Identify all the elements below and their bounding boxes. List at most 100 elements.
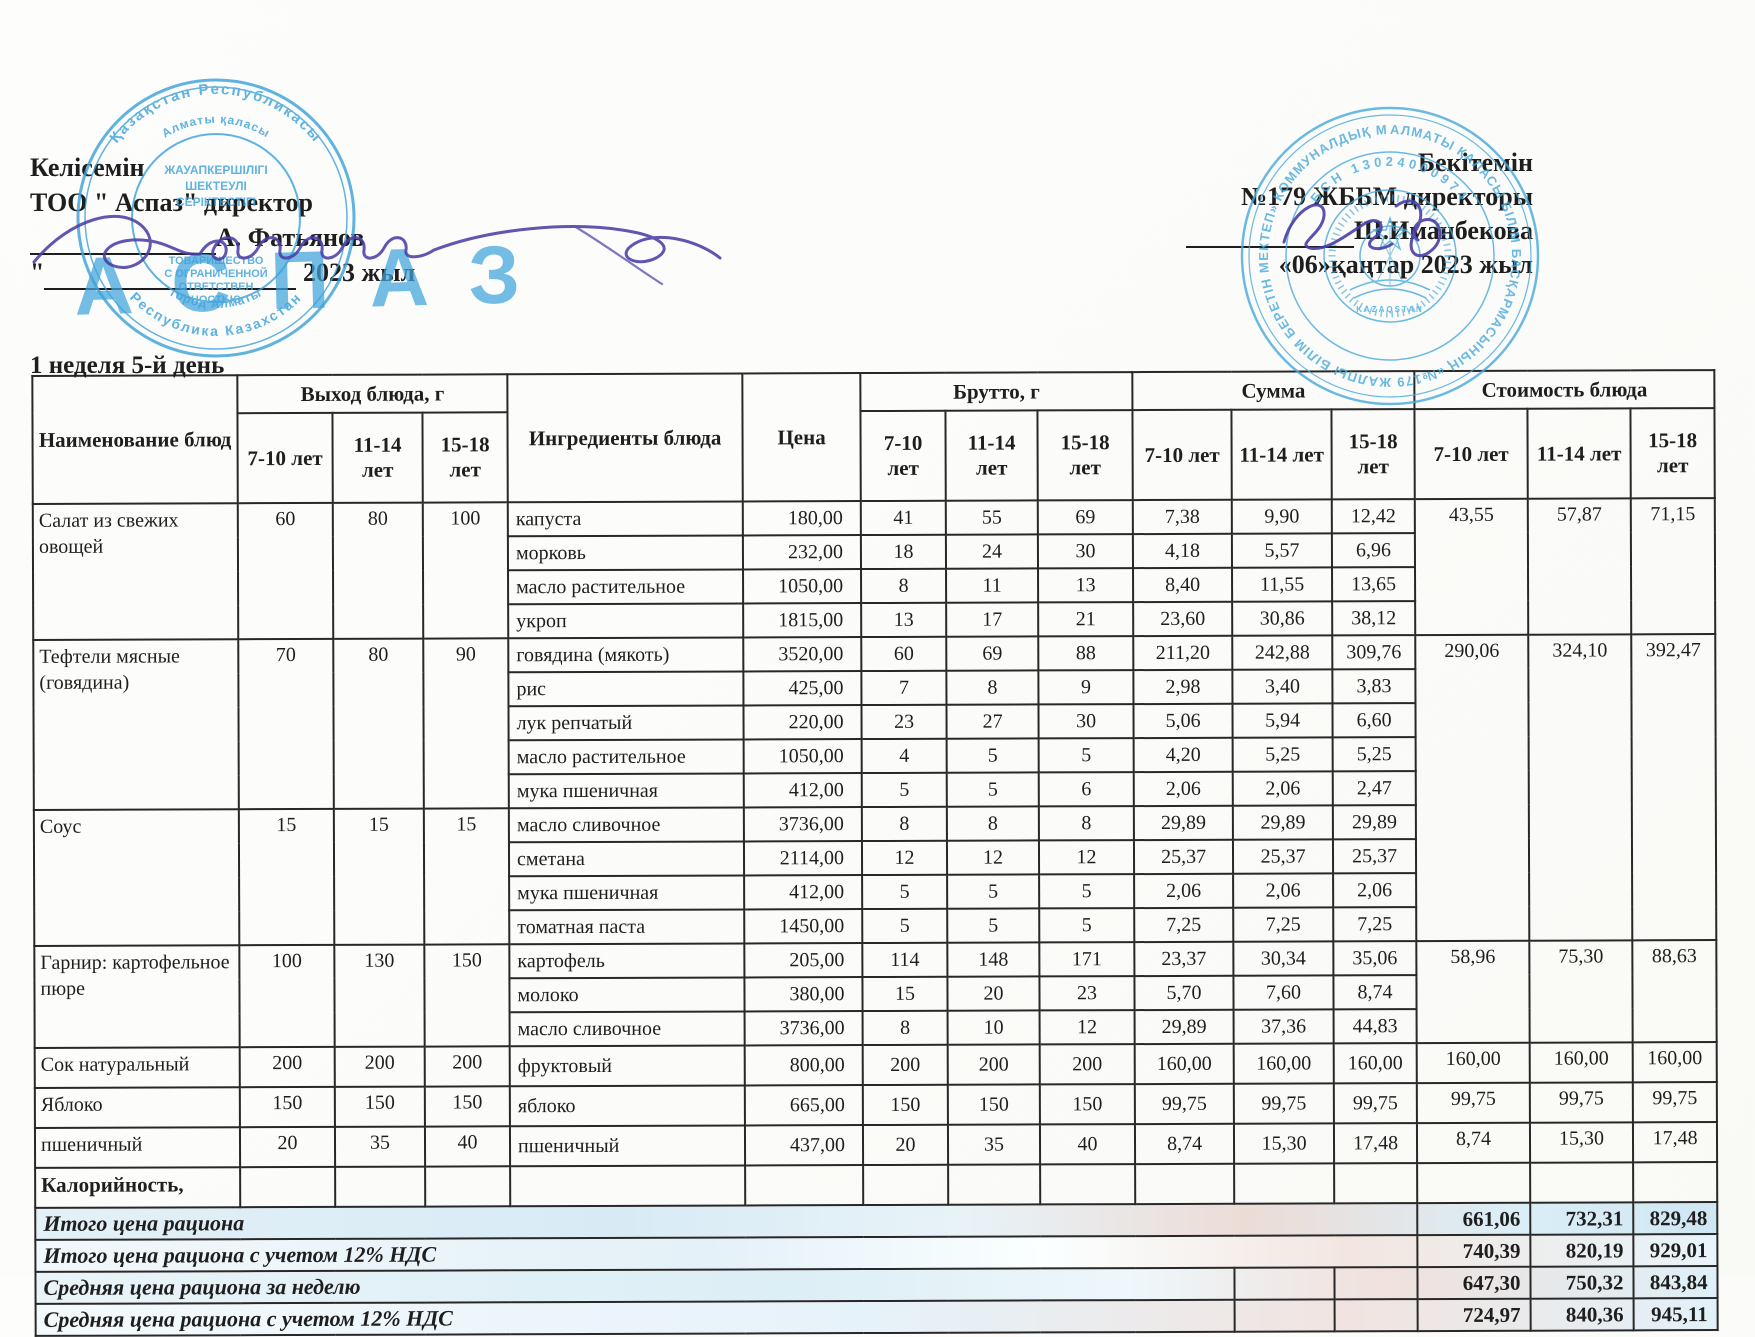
brutto-value: 69 (946, 636, 1039, 671)
sum-value: 160,00 (1134, 1043, 1234, 1085)
brutto-value: 27 (946, 704, 1039, 739)
sum-value: 6,60 (1332, 703, 1416, 738)
sum-value: 3,83 (1332, 669, 1416, 704)
summary-value: 929,01 (1633, 1234, 1718, 1267)
brutto-value: 12 (1039, 1010, 1135, 1045)
brutto-value (1040, 1164, 1136, 1205)
sum-value: 29,89 (1332, 805, 1416, 840)
sum-value: 2,06 (1133, 771, 1233, 807)
brutto-value: 114 (862, 942, 948, 978)
approval-block-right: Бекітемін №179 ЖББМ директоры Ш.Иманбеко… (1185, 146, 1533, 282)
sum-value: 309,76 (1332, 635, 1416, 670)
ingredient-name (510, 1165, 746, 1207)
col-header-age-3: 15-18 лет (422, 412, 508, 503)
dish-cost-value: 57,87 (1527, 498, 1632, 635)
output-value: 200 (334, 1046, 425, 1087)
sum-value: 23,37 (1134, 941, 1234, 977)
brutto-value: 5 (947, 908, 1040, 943)
aspaz-stamp: Қазақстан Республикасы Республика Казахс… (76, 78, 356, 358)
output-value: 150 (334, 1086, 425, 1127)
sum-value: 7,38 (1132, 499, 1232, 535)
sum-value: 13,65 (1332, 567, 1416, 602)
signature-underline (1185, 222, 1354, 248)
ingredient-name: яблоко (509, 1085, 745, 1127)
ingredient-name: капуста (507, 501, 743, 537)
brutto-value: 8 (861, 568, 947, 604)
sum-value (1334, 1163, 1418, 1204)
brutto-value: 5 (862, 908, 948, 944)
brutto-value: 6 (1038, 772, 1134, 807)
price-value: 665,00 (744, 1085, 863, 1126)
output-value: 200 (424, 1046, 510, 1087)
sum-value (1135, 1163, 1235, 1205)
menu-table: Наименование блюд Выход блюда, г Ингреди… (31, 369, 1718, 1337)
quote-mark: " (30, 258, 45, 287)
stamp-text: ОТВЕТСТВЕН (179, 281, 254, 293)
dish-name: Соус (33, 809, 240, 946)
price-value: 205,00 (744, 943, 863, 978)
col-header-age-1: 7-10 лет (1414, 408, 1528, 500)
table-row: Яблоко 150 150 150 яблоко 665,00 150 150 150 99,7… (34, 1082, 1718, 1128)
sum-value: 44,83 (1333, 1009, 1417, 1044)
table-row: Калорийность, (35, 1162, 1718, 1208)
brutto-value: 5 (946, 772, 1039, 807)
table-row: Тефтели мясные (говядина) 70 80 90 говядина … (33, 634, 1717, 942)
sum-value: 15,30 (1233, 1123, 1335, 1164)
output-value: 70 (238, 638, 334, 810)
dish-cost-value: 99,75 (1529, 1082, 1633, 1123)
ingredient-name: сметана (508, 841, 745, 877)
price-value: 412,00 (744, 875, 863, 910)
sum-value: 25,37 (1232, 839, 1334, 874)
dish-cost-value (1417, 1162, 1531, 1204)
brutto-value: 7 (861, 670, 947, 706)
sum-value: 11,55 (1232, 567, 1333, 602)
col-header-age-2: 11-14 лет (332, 412, 423, 503)
output-value: 40 (424, 1126, 511, 1167)
ingredient-name: масло сливочное (508, 807, 744, 843)
sum-value: 8,40 (1133, 567, 1233, 603)
week-day-label: 1 неделя 5-й день (30, 352, 225, 379)
ingredient-name: фруктовый (509, 1045, 745, 1087)
sum-value: 5,06 (1133, 703, 1233, 739)
ingredient-name: молоко (509, 977, 745, 1013)
date-line-right: «06»қаңтар 2023 жыл (1278, 250, 1533, 279)
sum-value: 3,40 (1232, 669, 1333, 704)
price-value: 380,00 (744, 977, 863, 1012)
dish-cost-value: 15,30 (1529, 1122, 1634, 1163)
brutto-value: 8 (862, 1010, 948, 1046)
ingredient-name: пшеничный (509, 1125, 746, 1167)
signature-left (32, 214, 722, 286)
dish-cost-value (1633, 1162, 1718, 1203)
sum-value: 5,25 (1332, 737, 1416, 772)
brutto-value: 24 (945, 534, 1039, 569)
sum-value: 5,94 (1232, 703, 1333, 738)
price-value: 3736,00 (743, 807, 862, 842)
brutto-value: 9 (1038, 670, 1134, 705)
table-row: Салат из свежих овощей 60 80 100 капуста 180,… (32, 498, 1716, 640)
table-row: пшеничный 20 35 40 пшеничный 437,00 20 35 40 8,74… (34, 1122, 1718, 1168)
menu-table-body: Салат из свежих овощей 60 80 100 капуста 180,… (32, 498, 1718, 1336)
brutto-value: 150 (947, 1084, 1040, 1125)
brutto-value: 200 (862, 1044, 948, 1086)
sum-value: 5,57 (1231, 533, 1333, 568)
dish-name: Калорийность, (35, 1167, 241, 1208)
brutto-value: 8 (1038, 806, 1134, 841)
col-header-ingredients: Ингредиенты блюда (507, 373, 743, 503)
dish-name: Яблоко (34, 1087, 240, 1128)
sum-value: 29,89 (1232, 805, 1333, 840)
ingredient-name: рис (508, 671, 744, 707)
school-stamp: АЛМАТЫ ҚАЛАСЫ БІЛІМ БАСҚАРМАСЫНЫҢ «№179 … (1234, 100, 1540, 406)
brutto-value: 60 (861, 636, 947, 672)
col-group-output: Выход блюда, г (237, 374, 508, 414)
sum-value: 4,20 (1133, 737, 1233, 773)
sum-value: 4,18 (1132, 533, 1233, 569)
sum-value: 37,36 (1233, 1009, 1334, 1044)
sum-value: 5,70 (1134, 975, 1234, 1011)
sum-value: 211,20 (1133, 635, 1233, 671)
ingredient-name: мука пшеничная (508, 773, 744, 809)
ingredient-name: укроп (508, 603, 744, 639)
menu-table-wrap: Наименование блюд Выход блюда, г Ингреди… (31, 369, 1718, 1337)
col-header-age-2: 11-14 лет (945, 410, 1038, 501)
dish-cost-value: 99,75 (1632, 1082, 1718, 1123)
